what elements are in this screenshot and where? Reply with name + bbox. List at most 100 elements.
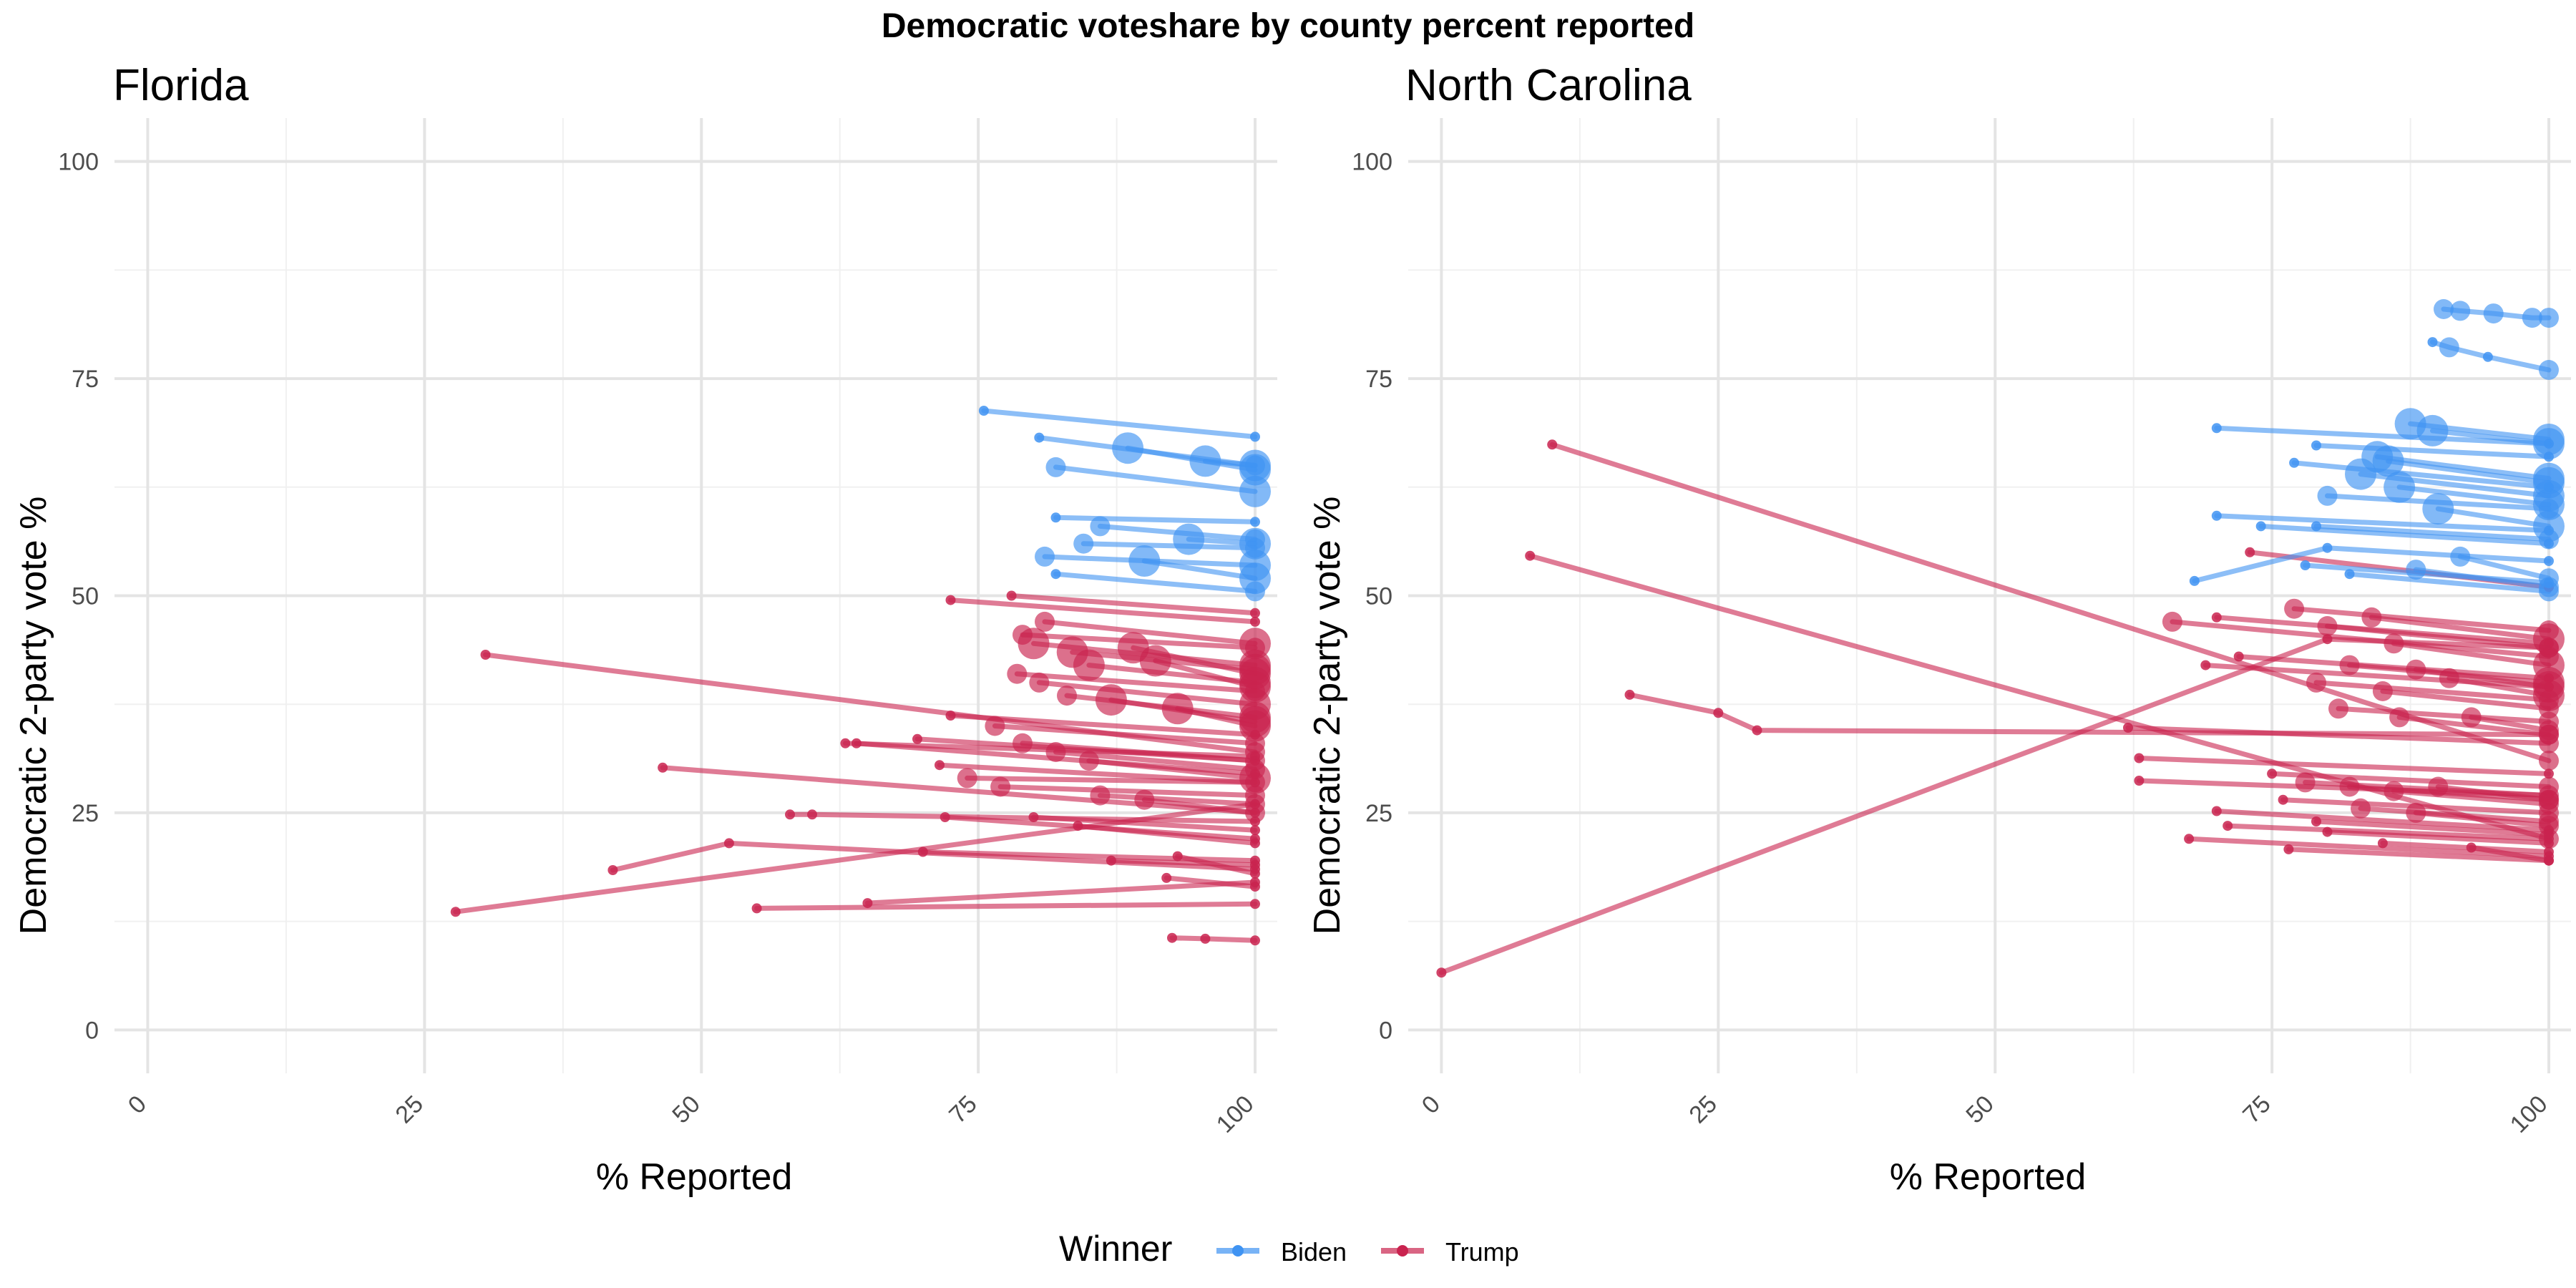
data-point-biden: [1112, 432, 1144, 464]
x-axis-label-north-carolina: % Reported: [1890, 1156, 2087, 1198]
data-point-trump: [1436, 967, 1447, 978]
data-point-biden: [2422, 493, 2454, 525]
series-line-trump: [1036, 680, 1258, 707]
data-point-trump: [2233, 651, 2244, 662]
data-point-biden: [1250, 431, 1260, 442]
data-point-biden: [2434, 299, 2454, 319]
data-point-trump: [1161, 693, 1194, 725]
series-line-trump: [2413, 667, 2552, 690]
series-line-trump: [1075, 823, 1258, 846]
data-point-trump: [1245, 733, 1265, 753]
y-tick-label: 50: [72, 583, 99, 610]
series-line-trump: [2391, 789, 2552, 807]
data-point-trump: [1713, 708, 1724, 718]
data-point-trump: [2317, 616, 2338, 636]
data-point-trump: [2539, 720, 2559, 741]
data-point-trump: [1250, 868, 1260, 879]
series-line-trump: [1627, 692, 2552, 738]
x-tick-label: 25: [390, 1091, 429, 1129]
data-point-biden: [2416, 414, 2449, 447]
series-line-trump: [1108, 858, 1258, 868]
data-point-biden: [978, 406, 989, 416]
series-line-trump: [1163, 875, 1258, 889]
data-point-trump: [2361, 607, 2382, 628]
data-point-biden: [2439, 337, 2459, 358]
series-line-trump: [2313, 680, 2552, 703]
data-point-trump: [2328, 698, 2348, 719]
data-point-trump: [2223, 821, 2233, 831]
series-line-trump: [660, 765, 1258, 816]
series-line-trump: [2435, 784, 2552, 803]
data-point-biden: [1189, 445, 1221, 477]
x-axis-label-florida: % Reported: [596, 1156, 793, 1198]
series-line-trump: [1042, 619, 1258, 646]
series-line-biden: [2347, 571, 2552, 594]
data-point-trump: [945, 711, 956, 721]
data-point-trump: [2544, 769, 2554, 779]
series-line-trump: [2325, 623, 2552, 650]
data-point-trump: [2295, 772, 2316, 793]
data-point-biden: [2211, 510, 2222, 521]
y-tick-label: 0: [1379, 1017, 1392, 1044]
data-point-biden: [2427, 337, 2438, 348]
data-point-trump: [1250, 882, 1260, 892]
legend-key-biden: [1216, 1245, 1259, 1257]
series-line-trump: [2313, 819, 2552, 837]
series-line-trump: [2469, 714, 2552, 733]
data-point-trump: [785, 809, 795, 820]
data-point-trump: [1095, 684, 1127, 716]
data-point-trump: [2339, 776, 2360, 797]
data-point-trump: [807, 809, 817, 820]
series-line-trump: [2136, 756, 2552, 776]
data-point-trump: [2322, 826, 2333, 837]
data-point-trump: [2283, 844, 2294, 854]
series-line-trump: [2225, 823, 2552, 841]
series-line-biden: [2214, 513, 2552, 533]
series-line-trump: [1009, 593, 1258, 616]
data-point-trump: [1239, 710, 1271, 742]
data-point-biden: [2482, 351, 2493, 362]
y-tick-label: 0: [85, 1017, 99, 1044]
data-point-trump: [2533, 623, 2565, 655]
data-point-trump: [480, 650, 491, 660]
series-line-biden: [2214, 425, 2552, 447]
data-point-biden: [2539, 308, 2559, 328]
data-point-trump: [1029, 672, 1050, 693]
data-point-trump: [450, 907, 461, 917]
x-tick-label: 50: [667, 1091, 706, 1129]
y-tick-label: 25: [1365, 800, 1392, 827]
data-point-trump: [2544, 855, 2554, 866]
series-line-biden: [2291, 460, 2552, 490]
data-point-trump: [2123, 723, 2133, 733]
data-point-biden: [1239, 475, 1271, 507]
series-line-biden: [2413, 567, 2552, 590]
data-point-biden: [2372, 445, 2404, 477]
data-point-trump: [2211, 612, 2222, 623]
series-line-trump: [864, 879, 1258, 906]
series-line-trump: [1549, 441, 2552, 763]
data-point-trump: [2539, 751, 2559, 771]
data-point-trump: [2200, 660, 2211, 670]
series-line-trump: [1086, 758, 1258, 781]
data-point-trump: [1161, 872, 1172, 883]
series-line-trump: [948, 597, 1258, 625]
data-point-trump: [1035, 611, 1055, 632]
data-point-biden: [1035, 546, 1055, 567]
series-line-biden: [1080, 541, 1258, 551]
series-line-trump: [2214, 809, 2552, 833]
data-point-biden: [2539, 360, 2559, 380]
series-line-biden: [1053, 464, 1258, 494]
data-point-biden: [2522, 308, 2542, 328]
x-tick-label: 75: [2238, 1091, 2276, 1129]
data-point-trump: [1250, 825, 1260, 836]
y-tick-label: 50: [1365, 583, 1392, 610]
data-point-trump: [2544, 838, 2554, 849]
series-line-biden: [981, 408, 1258, 439]
data-point-trump: [1250, 608, 1260, 618]
series-line-trump: [2186, 836, 2552, 859]
data-point-biden: [2384, 471, 2416, 503]
series-line-trump: [1014, 671, 1258, 694]
data-point-trump: [1028, 812, 1039, 822]
data-point-trump: [2351, 798, 2371, 819]
data-point-trump: [658, 762, 668, 773]
